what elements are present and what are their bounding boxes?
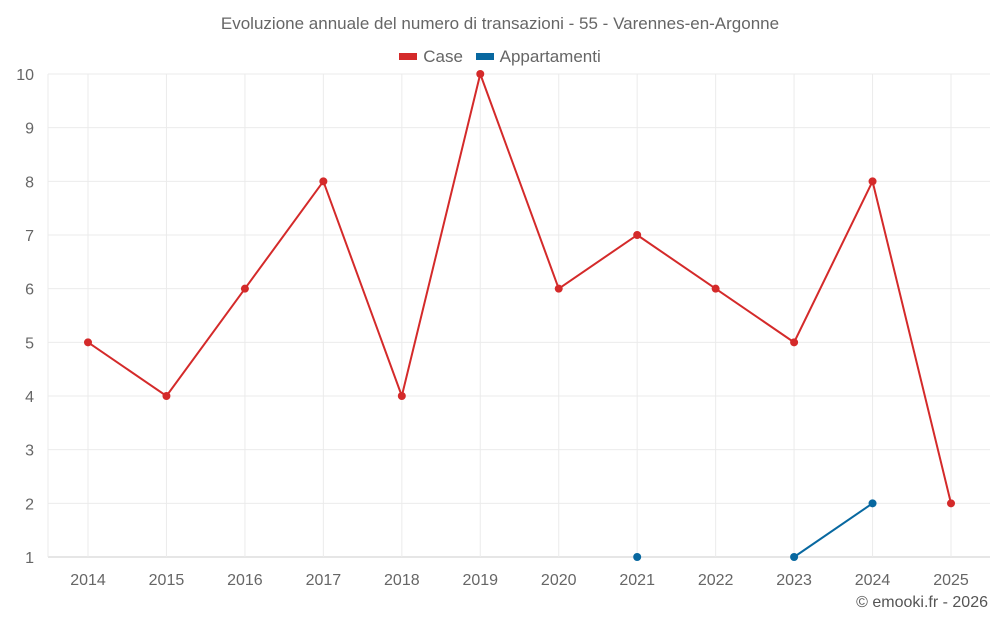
data-point-case (947, 499, 955, 508)
x-tick-label: 2016 (227, 572, 263, 589)
x-tick-label: 2021 (619, 572, 655, 589)
x-tick-label: 2017 (306, 572, 342, 589)
x-tick-label: 2015 (149, 572, 185, 589)
credit-text: © emooki.fr - 2026 (856, 594, 988, 611)
y-tick-label: 1 (25, 550, 34, 567)
data-point-appartamenti (633, 553, 642, 561)
data-point-appartamenti (868, 499, 877, 508)
data-point-case (711, 284, 720, 293)
data-point-case (476, 70, 485, 78)
chart-title: Evoluzione annuale del numero di transaz… (220, 14, 780, 33)
data-point-case (84, 338, 92, 347)
data-point-case (868, 177, 877, 186)
x-tick-label: 2018 (384, 572, 420, 589)
x-tick-label: 2023 (776, 572, 812, 589)
y-tick-label: 2 (25, 496, 34, 513)
y-tick-label: 8 (25, 174, 34, 191)
y-tick-label: 10 (16, 67, 34, 84)
data-point-case (397, 392, 406, 400)
data-point-case (790, 338, 799, 347)
x-tick-label: 2019 (462, 572, 498, 589)
x-tick-label: 2020 (541, 572, 577, 589)
data-point-appartamenti (790, 553, 799, 561)
legend-item-appartamenti[interactable]: Appartamenti (475, 46, 601, 67)
x-tick-label: 2014 (70, 572, 106, 589)
data-point-case (319, 177, 328, 186)
data-point-case (554, 284, 563, 293)
y-tick-label: 5 (25, 335, 34, 352)
legend-swatch-appartamenti (475, 53, 494, 60)
y-tick-label: 7 (25, 228, 34, 245)
legend: Case Appartamenti (0, 45, 1000, 67)
legend-label-appartamenti: Appartamenti (499, 46, 601, 66)
y-tick-label: 4 (25, 389, 34, 406)
y-tick-label: 3 (25, 443, 34, 460)
x-tick-label: 2025 (933, 572, 969, 589)
legend-item-case[interactable]: Case (399, 47, 463, 67)
data-point-case (633, 231, 642, 239)
y-tick-label: 9 (25, 121, 34, 138)
series-line-case (87, 70, 952, 504)
series-line-appartamenti (793, 502, 874, 558)
y-tick-label: 6 (25, 282, 34, 299)
data-point-case (240, 284, 249, 293)
data-point-case (162, 392, 171, 400)
legend-label-case: Case (423, 46, 463, 66)
legend-swatch-case (399, 53, 418, 60)
x-tick-label: 2022 (698, 572, 734, 589)
x-tick-label: 2024 (855, 572, 891, 589)
